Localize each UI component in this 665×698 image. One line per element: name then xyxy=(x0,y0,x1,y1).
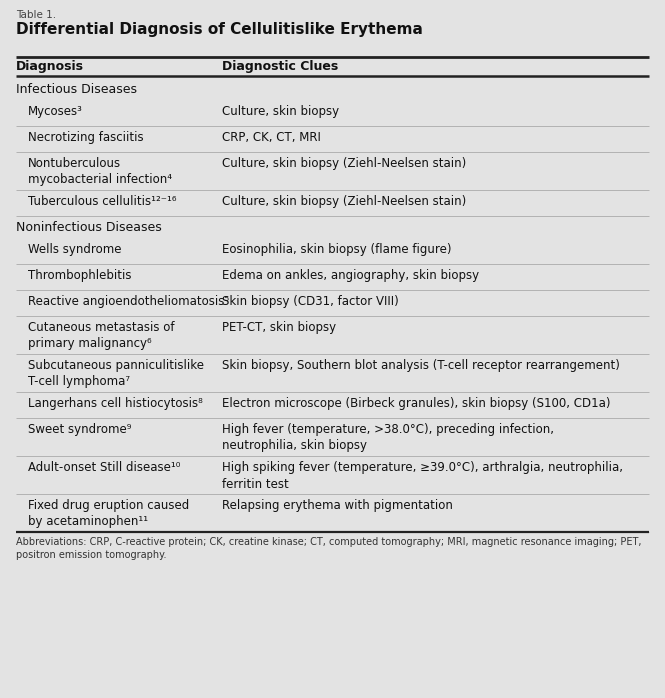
Text: Langerhans cell histiocytosis⁸: Langerhans cell histiocytosis⁸ xyxy=(28,397,203,410)
Text: Sweet syndrome⁹: Sweet syndrome⁹ xyxy=(28,423,132,436)
Text: High fever (temperature, >38.0°C), preceding infection,
neutrophilia, skin biops: High fever (temperature, >38.0°C), prece… xyxy=(222,423,554,452)
Text: Infectious Diseases: Infectious Diseases xyxy=(16,83,137,96)
Text: Culture, skin biopsy (Ziehl-Neelsen stain): Culture, skin biopsy (Ziehl-Neelsen stai… xyxy=(222,195,466,208)
Text: Relapsing erythema with pigmentation: Relapsing erythema with pigmentation xyxy=(222,499,453,512)
Text: Mycoses³: Mycoses³ xyxy=(28,105,83,118)
Text: Tuberculous cellulitis¹²⁻¹⁶: Tuberculous cellulitis¹²⁻¹⁶ xyxy=(28,195,176,208)
Text: Fixed drug eruption caused
by acetaminophen¹¹: Fixed drug eruption caused by acetaminop… xyxy=(28,499,190,528)
Text: Wells syndrome: Wells syndrome xyxy=(28,243,122,256)
Text: Nontuberculous
mycobacterial infection⁴: Nontuberculous mycobacterial infection⁴ xyxy=(28,157,172,186)
Text: Culture, skin biopsy: Culture, skin biopsy xyxy=(222,105,339,118)
Text: Adult-onset Still disease¹⁰: Adult-onset Still disease¹⁰ xyxy=(28,461,180,474)
Text: Reactive angioendotheliomatosis⁵: Reactive angioendotheliomatosis⁵ xyxy=(28,295,229,308)
Text: PET-CT, skin biopsy: PET-CT, skin biopsy xyxy=(222,321,336,334)
Text: Eosinophilia, skin biopsy (flame figure): Eosinophilia, skin biopsy (flame figure) xyxy=(222,243,452,256)
Text: High spiking fever (temperature, ≥39.0°C), arthralgia, neutrophilia,
ferritin te: High spiking fever (temperature, ≥39.0°C… xyxy=(222,461,623,491)
Text: Cutaneous metastasis of
primary malignancy⁶: Cutaneous metastasis of primary malignan… xyxy=(28,321,174,350)
Text: Noninfectious Diseases: Noninfectious Diseases xyxy=(16,221,162,234)
Text: Thrombophlebitis: Thrombophlebitis xyxy=(28,269,132,282)
Text: Culture, skin biopsy (Ziehl-Neelsen stain): Culture, skin biopsy (Ziehl-Neelsen stai… xyxy=(222,157,466,170)
Text: Skin biopsy, Southern blot analysis (T-cell receptor rearrangement): Skin biopsy, Southern blot analysis (T-c… xyxy=(222,359,620,372)
Text: Edema on ankles, angiography, skin biopsy: Edema on ankles, angiography, skin biops… xyxy=(222,269,479,282)
Text: Diagnosis: Diagnosis xyxy=(16,60,84,73)
Text: Necrotizing fasciitis: Necrotizing fasciitis xyxy=(28,131,144,144)
Text: Electron microscope (Birbeck granules), skin biopsy (S100, CD1a): Electron microscope (Birbeck granules), … xyxy=(222,397,610,410)
Text: Skin biopsy (CD31, factor VIII): Skin biopsy (CD31, factor VIII) xyxy=(222,295,399,308)
Text: Diagnostic Clues: Diagnostic Clues xyxy=(222,60,338,73)
Text: CRP, CK, CT, MRI: CRP, CK, CT, MRI xyxy=(222,131,321,144)
Text: Table 1.: Table 1. xyxy=(16,10,56,20)
Text: Differential Diagnosis of Cellulitislike Erythema: Differential Diagnosis of Cellulitislike… xyxy=(16,22,423,37)
Text: Subcutaneous panniculitislike
T-cell lymphoma⁷: Subcutaneous panniculitislike T-cell lym… xyxy=(28,359,204,389)
Text: Abbreviations: CRP, C-reactive protein; CK, creatine kinase; CT, computed tomogr: Abbreviations: CRP, C-reactive protein; … xyxy=(16,537,642,560)
